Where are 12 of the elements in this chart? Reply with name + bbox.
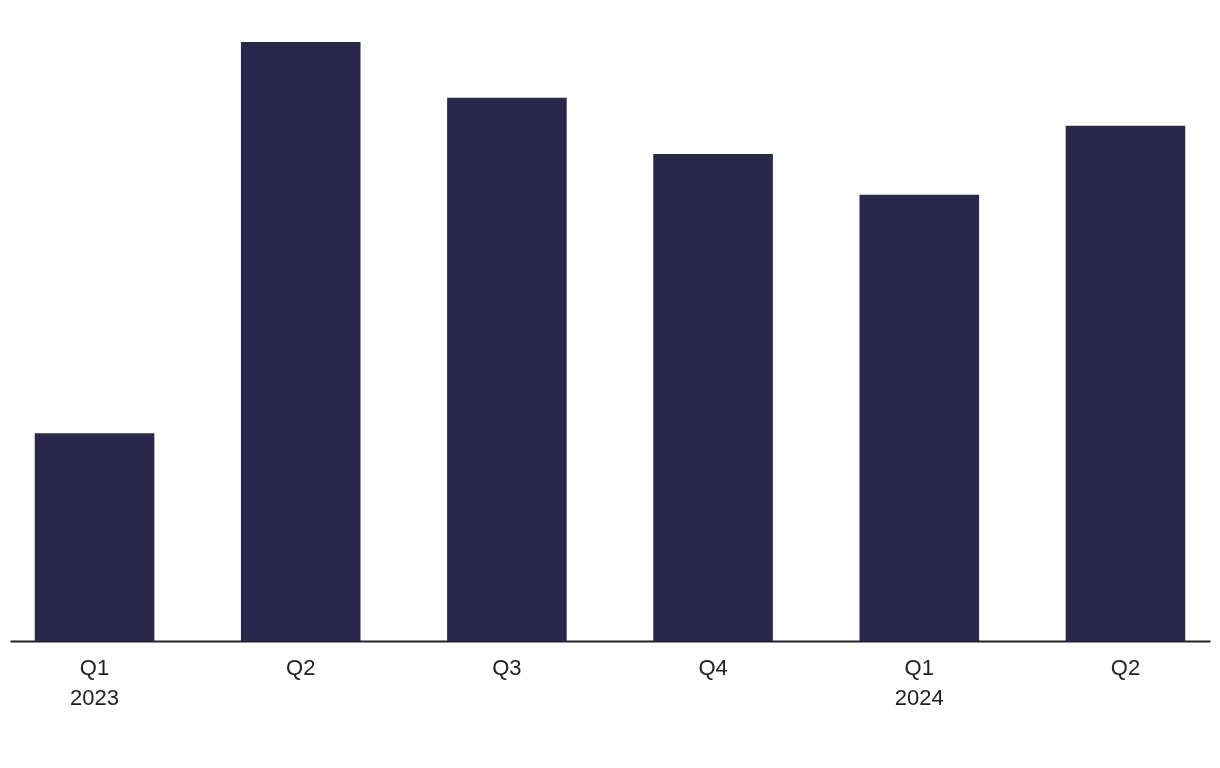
bar <box>34 433 155 641</box>
x-tick-label: Q3 <box>492 654 522 680</box>
bar <box>1065 125 1186 641</box>
x-tick-label: Q1 2023 <box>70 654 120 710</box>
x-tick-label: Q4 <box>698 654 728 680</box>
x-tick-label: Q2 <box>1110 654 1141 680</box>
x-tick-label: Q2 <box>286 654 316 680</box>
bar <box>240 42 361 641</box>
x-tick-label: Q1 2024 <box>894 654 944 710</box>
bar <box>653 154 773 641</box>
bar <box>859 194 980 641</box>
bar <box>447 97 567 641</box>
